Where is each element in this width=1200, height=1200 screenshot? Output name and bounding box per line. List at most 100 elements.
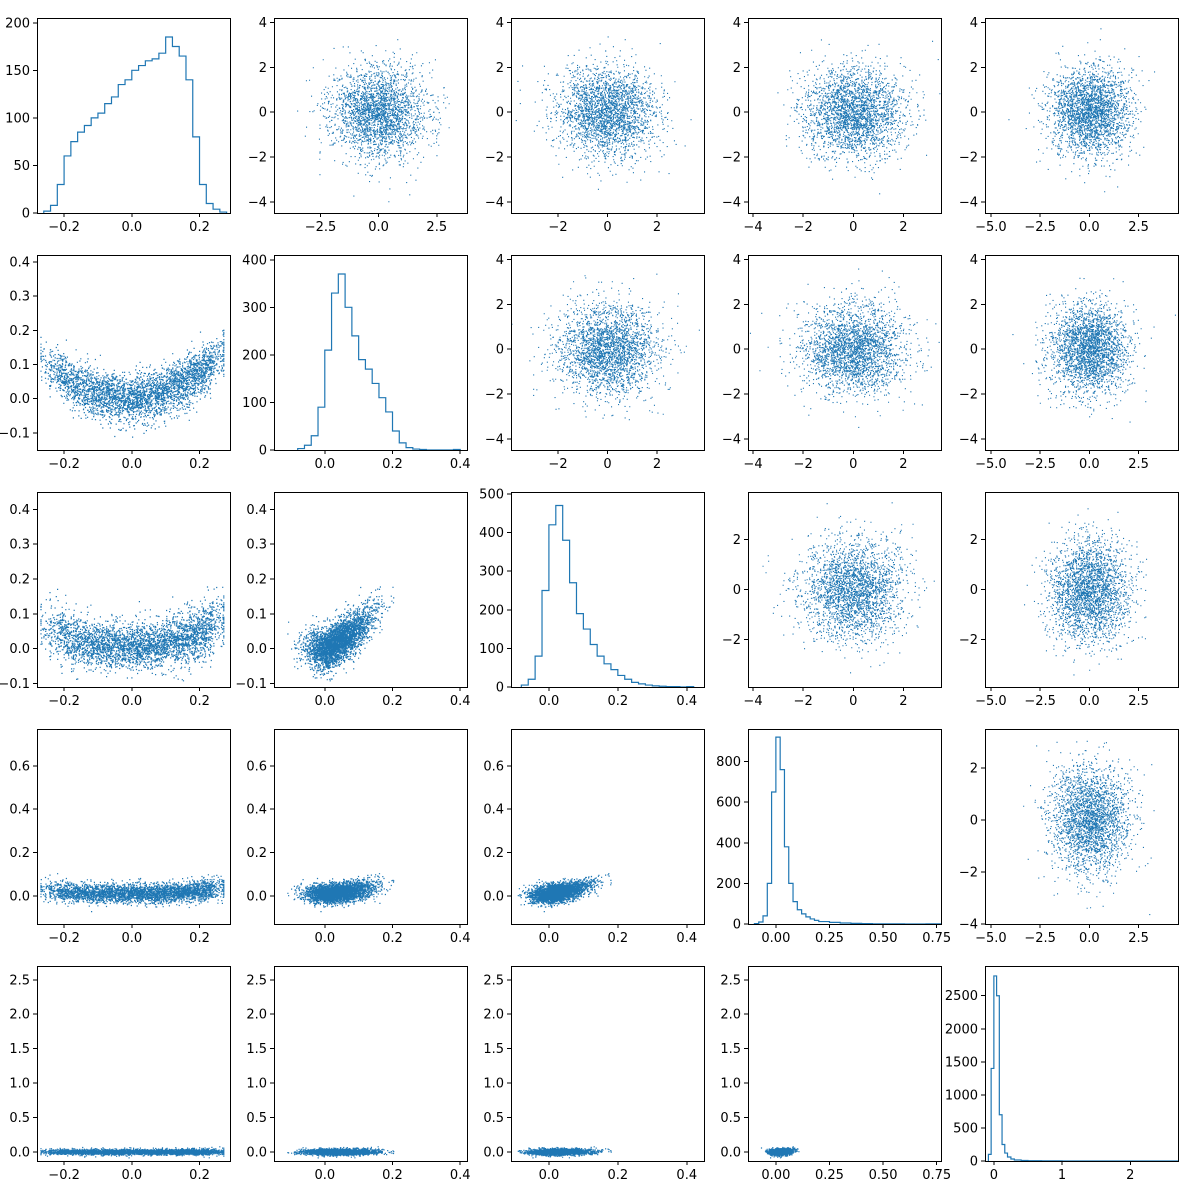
panel-r5-c1-scatter-points	[40, 1146, 225, 1159]
panel-r1-c3-xtick-label-1: 0	[603, 220, 611, 235]
panel-r2-c5-ytick-label-2: 0	[970, 343, 978, 358]
panel-r2-c5-marks	[1012, 277, 1176, 423]
panel-r5-c2-ytick-label-4: 2.0	[246, 1008, 267, 1023]
panel-r3-c4-xtick-label-1: −2	[794, 694, 813, 709]
panel-r1-c1-xtick-label-2: 0.2	[189, 220, 210, 235]
panel-r2-c1-xtick-label-2: 0.2	[189, 457, 210, 472]
panel-r2-c1-ytick-label-1: 0.0	[9, 392, 30, 407]
panel-r1-c5-frame	[985, 18, 1179, 214]
panel-r2-c4-ytick-label-3: 2	[733, 298, 741, 313]
panel-r4-c4-xtick-label-2: 0.50	[869, 931, 898, 946]
panel-r2-c3-ytick-label-4: 4	[496, 253, 504, 268]
panel-r5-c2-ytick-label-5: 2.5	[246, 973, 267, 988]
panel-r3-c3-xtick-label-0: 0.0	[539, 694, 560, 709]
panel-r3-c4-xtick-label-0: −4	[743, 694, 762, 709]
panel-r2-c5-ytick-label-4: 4	[970, 253, 978, 268]
panel-r4-c1-xtick-label-1: 0.0	[121, 931, 142, 946]
panel-r5-c1-ytick-label-3: 1.5	[9, 1042, 30, 1057]
panel-r5-c4-ytick-label-5: 2.5	[720, 973, 741, 988]
panel-r1-c5-marks	[1008, 28, 1156, 193]
panel-r4-c1-xtick-label-0: −0.2	[48, 931, 80, 946]
panel-r3-c2-xtick-label-1: 0.2	[382, 694, 403, 709]
panel-r3-c2-marks	[287, 586, 395, 682]
panel-r2-c5-ytick-label-0: −4	[959, 432, 978, 447]
panel-r2-c2-xtick-label-1: 0.2	[382, 457, 403, 472]
panel-r5-c5-xtick-label-0: 0	[990, 1168, 998, 1183]
panel-r4-c5-ytick-label-3: 2	[970, 762, 978, 777]
panel-r3-c1-ytick-label-2: 0.1	[9, 607, 30, 622]
panel-r1-c1-xtick-label-1: 0.0	[121, 220, 142, 235]
panel-r3-c3-frame	[511, 492, 705, 688]
panel-r3-c1-scatter-points	[40, 586, 225, 682]
panel-r2-c4-marks	[749, 268, 940, 428]
panel-r3-c3-histogram-step	[520, 504, 695, 687]
panel-r1-c3-xtick-label-0: −2	[548, 220, 567, 235]
panel-r3-c4-xtick-label-3: 2	[899, 694, 907, 709]
panel-r2-c4-ytick-label-1: −2	[722, 387, 741, 402]
panel-r3-c5: −2 0 2 −5.0 −2.5 0.0 2.5	[959, 492, 1179, 709]
panel-r5-c4-ytick-label-2: 1.0	[720, 1077, 741, 1092]
panel-r1-c1-histogram-step	[43, 36, 228, 213]
panel-r4-c2: 0.0 0.2 0.4 0.6 0.0 0.2 0.4	[246, 729, 471, 946]
panel-r3-c5-xtick-label-1: −2.5	[1024, 694, 1056, 709]
panel-r3-c1-ytick-label-0: −0.1	[0, 677, 30, 692]
panel-r3-c1-xtick-label-2: 0.2	[189, 694, 210, 709]
panel-r1-c3-scatter-points	[515, 36, 692, 190]
panel-r2-c1-ytick-label-2: 0.1	[9, 358, 30, 373]
panel-r2-c4-xtick-label-0: −4	[743, 457, 762, 472]
panel-r1-c5-xtick-label-3: 2.5	[1128, 220, 1149, 235]
panel-r2-c1-ytick-label-4: 0.3	[9, 290, 30, 305]
panel-r3-c2-frame	[274, 492, 468, 688]
panel-r3-c1-ytick-label-3: 0.2	[9, 573, 30, 588]
panel-r2-c1: −0.1 0.0 0.1 0.2 0.3 0.4 −0.2 0.0 0.2	[0, 255, 231, 472]
panel-r3-c1-ytick-label-5: 0.4	[9, 503, 30, 518]
panel-r3-c2-ytick-label-3: 0.2	[246, 573, 267, 588]
panel-r3-c3-xtick-label-1: 0.2	[607, 694, 628, 709]
panel-r4-c3-ytick-label-0: 0.0	[483, 889, 504, 904]
panel-r1-c4-marks	[777, 39, 941, 195]
panel-r3-c4: −2 0 2 −4 −2 0 2	[722, 492, 942, 709]
panel-r3-c3: 0 100 200 300 400 500 0.0 0.2 0.4	[479, 487, 705, 709]
panel-r2-c2-ytick-label-0: 0	[259, 444, 267, 459]
panel-r1-c2-ytick-label-3: 2	[259, 61, 267, 76]
panel-r4-c3: 0.0 0.2 0.4 0.6 0.0 0.2 0.4	[483, 729, 705, 946]
panel-r3-c4-ytick-label-1: 0	[733, 583, 741, 598]
panel-r2-c1-ytick-label-3: 0.2	[9, 324, 30, 339]
panel-r1-c3-marks	[515, 36, 692, 190]
panel-r3-c2: −0.1 0.0 0.1 0.2 0.3 0.4 0.0 0.2 0.4	[235, 492, 471, 709]
panel-r2-c4-frame	[748, 255, 942, 451]
panel-r4-c5-ytick-label-2: 0	[970, 814, 978, 829]
panel-r5-c1-ytick-label-2: 1.0	[9, 1077, 30, 1092]
panel-r4-c1-xtick-label-2: 0.2	[189, 931, 210, 946]
panel-r4-c2-marks	[287, 873, 395, 913]
panel-r2-c3-xtick-label-1: 0	[603, 457, 611, 472]
panel-r5-c3-scatter-points	[517, 1146, 612, 1159]
panel-r1-c4: −4 −2 0 2 4 −4 −2 0 2	[722, 16, 942, 235]
panel-r2-c3-ytick-label-1: −2	[485, 387, 504, 402]
panel-r3-c2-xtick-label-2: 0.4	[450, 694, 471, 709]
panel-r3-c4-xtick-label-2: 0	[849, 694, 857, 709]
panel-r2-c4-ytick-label-4: 4	[733, 253, 741, 268]
panel-r5-c4-frame	[748, 966, 942, 1162]
panel-r4-c3-xtick-label-2: 0.4	[676, 931, 697, 946]
panel-r4-c1-ytick-label-2: 0.4	[9, 803, 30, 818]
panel-r5-c1-xtick-label-0: −0.2	[48, 1168, 80, 1183]
panel-r1-c5-xtick-label-1: −2.5	[1024, 220, 1056, 235]
panel-r1-c3-ytick-label-4: 4	[496, 16, 504, 31]
panel-r1-c1-ytick-label-2: 100	[5, 111, 30, 126]
panel-r2-c2-ytick-label-3: 300	[242, 301, 267, 316]
panel-r1-c5-ytick-label-4: 4	[970, 16, 978, 31]
panel-r5-c4-ytick-label-3: 1.5	[720, 1042, 741, 1057]
panel-r2-c5-ytick-label-1: −2	[959, 387, 978, 402]
panel-r2-c1-ytick-label-5: 0.4	[9, 255, 30, 270]
panel-r3-c5-xtick-label-0: −5.0	[975, 694, 1007, 709]
panel-r2-c5-frame	[985, 255, 1179, 451]
panel-r1-c2-ytick-label-2: 0	[259, 106, 267, 121]
panel-r2-c5-ytick-label-3: 2	[970, 298, 978, 313]
panel-r3-c5-xtick-label-3: 2.5	[1128, 694, 1149, 709]
panel-r5-c5-xtick-label-1: 1	[1058, 1168, 1066, 1183]
panel-r4-c5-xtick-label-3: 2.5	[1128, 931, 1149, 946]
panel-r5-c2-frame	[274, 966, 468, 1162]
panel-r1-c2-frame	[274, 18, 468, 214]
panel-r2-c4-xtick-label-1: −2	[794, 457, 813, 472]
